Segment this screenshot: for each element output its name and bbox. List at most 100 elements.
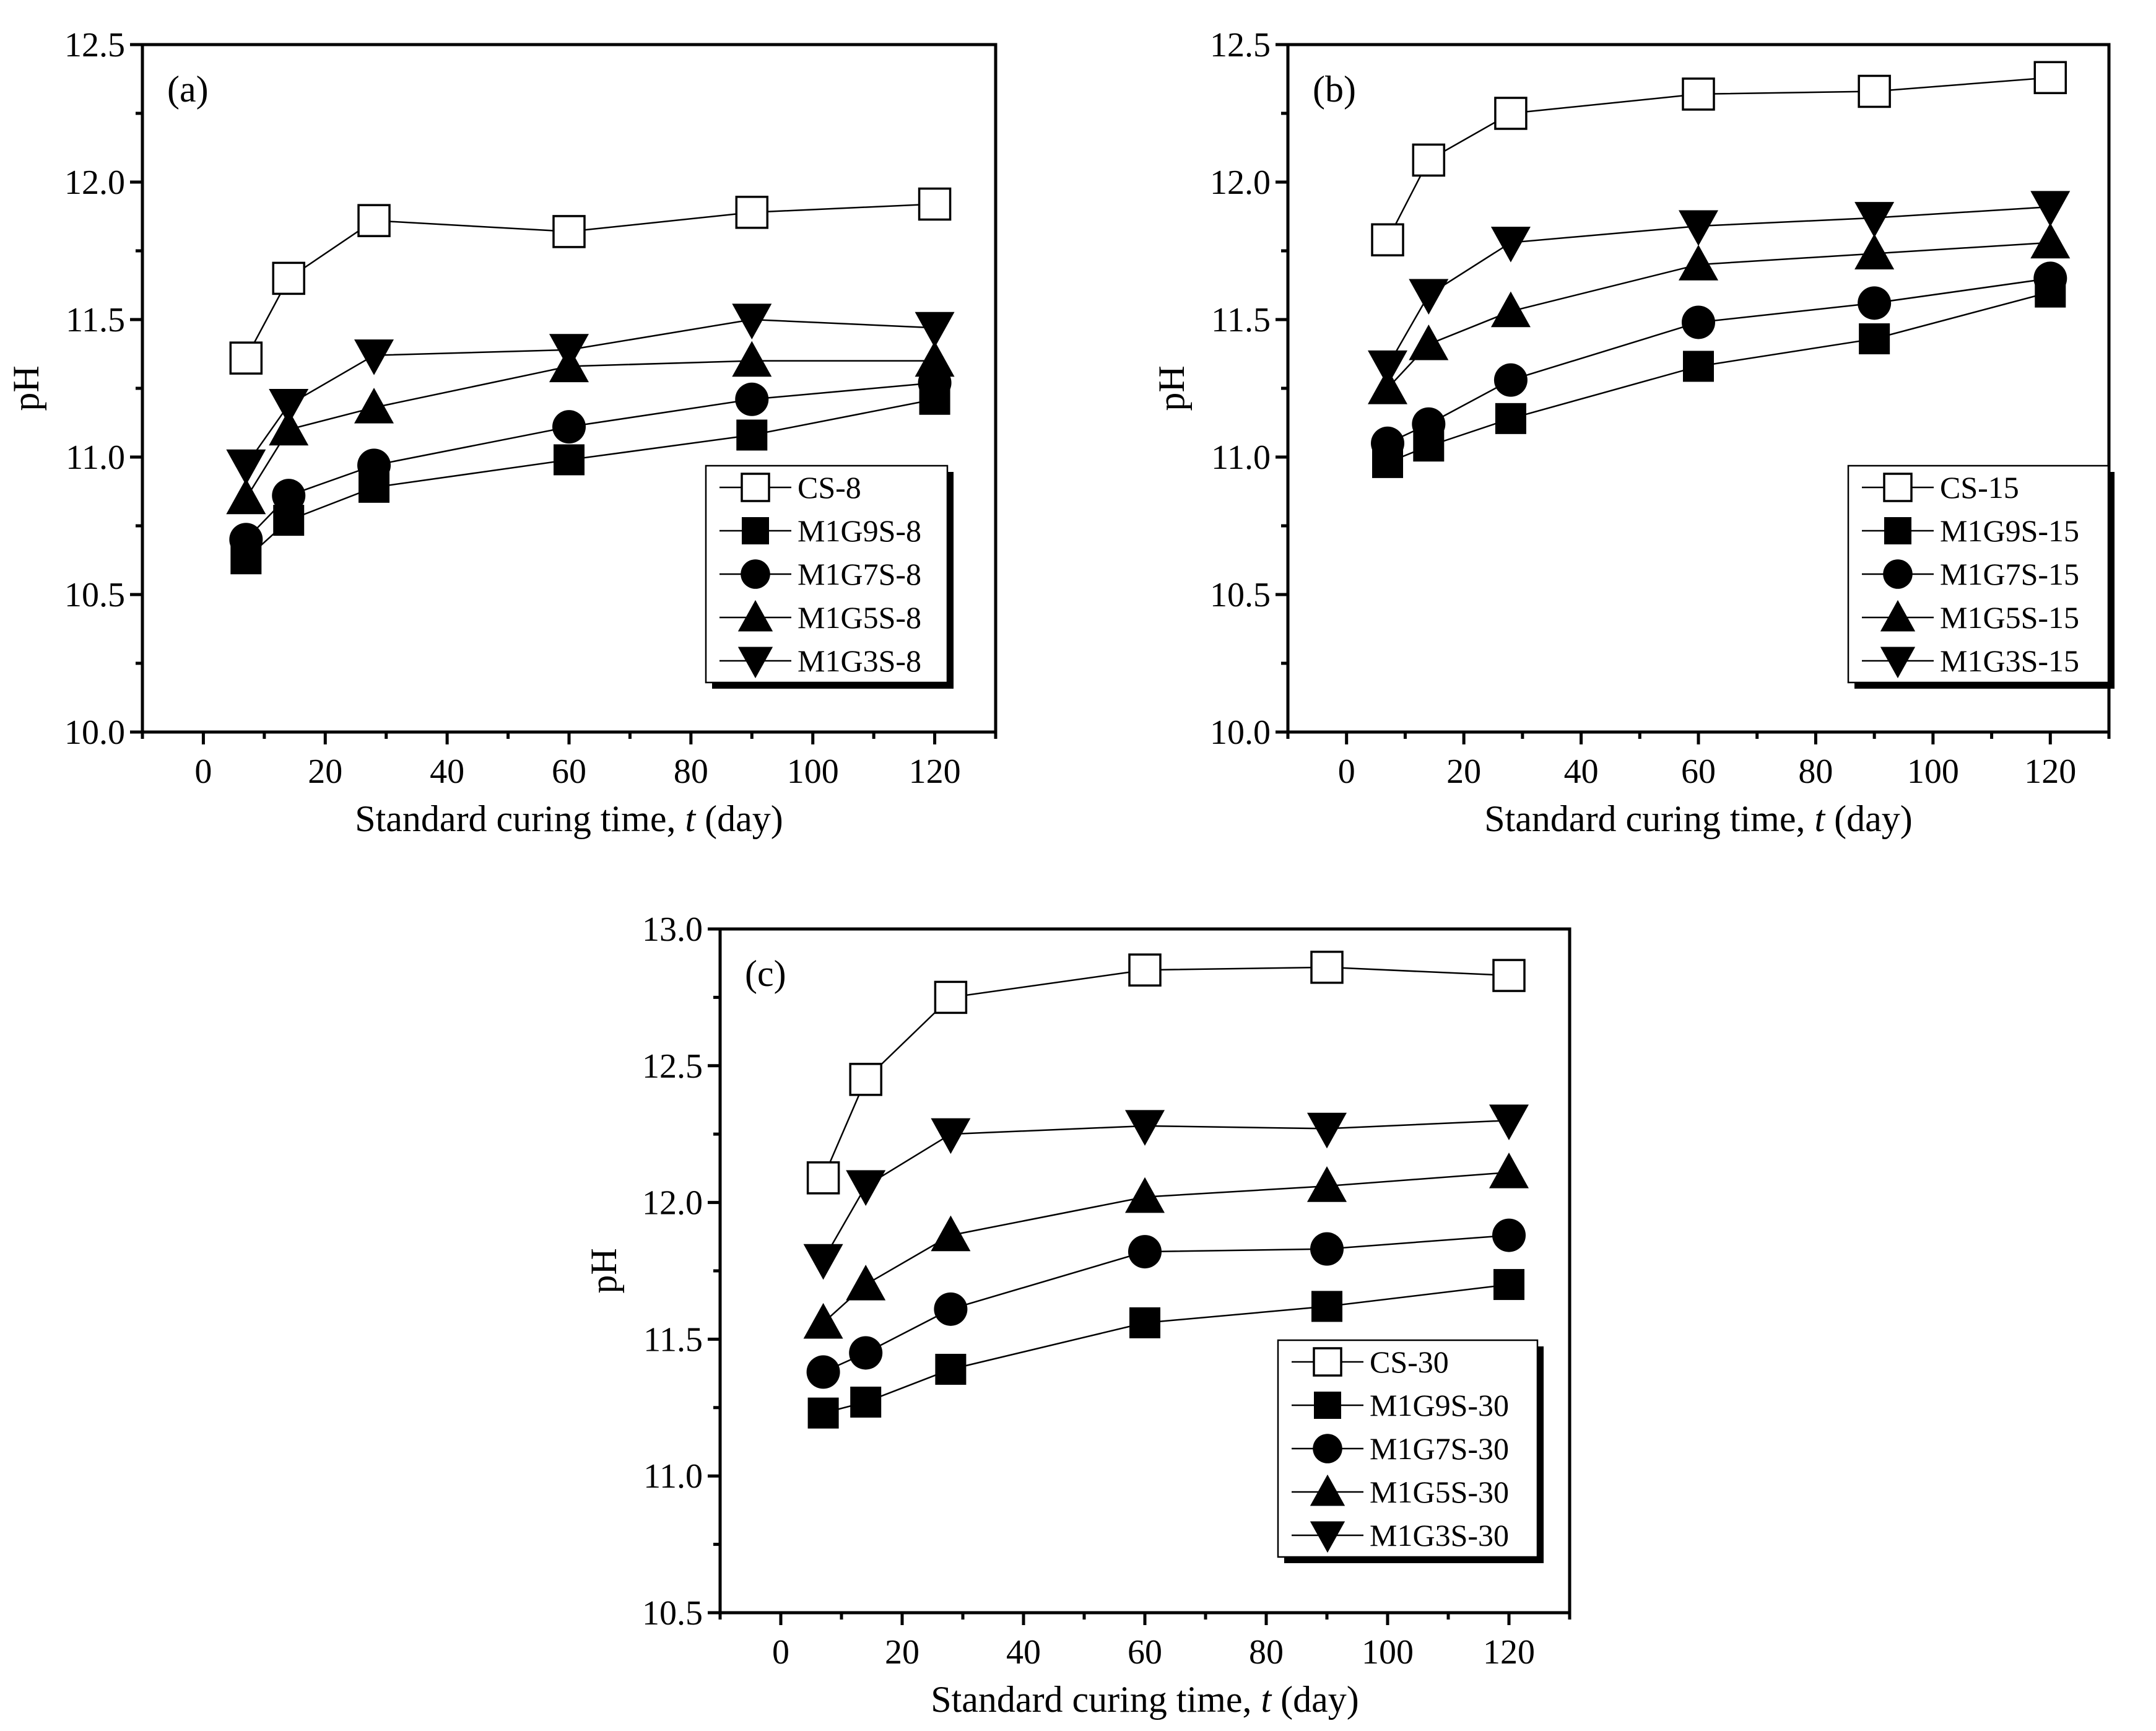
data-point-m1g7s-8 (552, 410, 586, 444)
data-point-cs-8 (357, 204, 391, 237)
data-point-cs-15 (1494, 97, 1528, 130)
data-point-m1g9s-8 (736, 419, 768, 451)
data-point-m1g7s-8 (272, 479, 306, 513)
data-point-cs-15 (1371, 223, 1404, 256)
series-m1g3s-15 (1368, 191, 2071, 386)
x-axis-title: Standard curing time, t (day) (355, 798, 783, 839)
data-point-m1g7s-15 (1493, 363, 1528, 397)
series-line-cs-15 (1386, 77, 2051, 240)
x-tick-label: 120 (1483, 1633, 1535, 1672)
x-axis-title: Standard curing time, t (day) (931, 1679, 1358, 1720)
data-point-m1g9s-30 (850, 1386, 882, 1418)
legend-label: CS-15 (1940, 470, 2019, 505)
y-tick-label: 11.5 (643, 1320, 703, 1359)
x-tick-label: 80 (674, 752, 708, 791)
data-point-m1g3s-30 (1125, 1110, 1165, 1146)
x-tick-label: 40 (1006, 1633, 1041, 1672)
legend-marker-m1g3s-30 (1310, 1521, 1345, 1553)
data-point-cs-15 (2033, 61, 2067, 95)
data-point-m1g9s-30 (1311, 1291, 1342, 1322)
data-point-m1g5s-15 (1490, 291, 1531, 328)
y-tick-label: 12.0 (642, 1184, 703, 1223)
data-point-m1g5s-8 (226, 478, 266, 515)
y-tick-label: 11.0 (643, 1457, 703, 1496)
data-point-m1g3s-30 (1489, 1104, 1529, 1141)
series-line-m1g3s-15 (1386, 206, 2051, 367)
data-point-m1g9s-8 (554, 444, 585, 476)
data-point-m1g5s-30 (1125, 1177, 1165, 1213)
data-point-m1g7s-30 (1492, 1218, 1526, 1252)
data-point-m1g3s-30 (846, 1170, 886, 1206)
x-tick-label: 20 (1446, 752, 1481, 791)
data-point-m1g9s-15 (1495, 403, 1526, 434)
x-axis-title-unit: (day) (1271, 1679, 1359, 1720)
series-m1g5s-30 (803, 1153, 1529, 1339)
data-point-cs-30 (1128, 953, 1162, 987)
legend-label: M1G9S-15 (1940, 513, 2079, 548)
x-axis-title-unit: (day) (695, 798, 783, 839)
data-point-m1g5s-30 (1489, 1153, 1529, 1188)
x-tick-label: 80 (1249, 1633, 1284, 1672)
x-tick-label: 60 (1128, 1633, 1162, 1672)
data-point-m1g3s-15 (1409, 279, 1449, 315)
series-m1g3s-8 (226, 303, 955, 486)
x-tick-label: 40 (430, 752, 464, 791)
panel-label: (b) (1313, 69, 1356, 110)
y-tick-label: 12.0 (1210, 164, 1271, 202)
series-m1g3s-30 (803, 1104, 1529, 1280)
series-line-m1g7s-15 (1387, 277, 2051, 444)
data-point-m1g5s-8 (269, 409, 309, 446)
legend-label: M1G5S-30 (1370, 1475, 1509, 1509)
data-point-m1g5s-8 (354, 388, 394, 424)
y-tick-label: 11.5 (1211, 301, 1271, 339)
legend-marker-m1g9s-15 (1884, 517, 1911, 544)
legend-label: M1G3S-8 (798, 643, 921, 678)
y-tick-label: 11.0 (66, 438, 125, 477)
x-tick-label: 80 (1798, 752, 1833, 791)
series-line-cs-30 (822, 966, 1510, 1179)
panel-label: (a) (167, 69, 209, 110)
data-point-m1g7s-30 (806, 1355, 840, 1389)
legend-marker-m1g5s-30 (1310, 1474, 1345, 1506)
data-point-m1g3s-30 (1307, 1112, 1347, 1149)
y-axis-title: pH (6, 365, 46, 411)
data-point-m1g5s-15 (2030, 222, 2071, 259)
y-tick-label: 10.0 (1210, 713, 1271, 752)
x-tick-label: 100 (1362, 1633, 1414, 1672)
data-point-m1g3s-15 (1490, 227, 1531, 263)
data-point-m1g9s-15 (1683, 351, 1714, 382)
x-axis-title-variable: t (1261, 1679, 1272, 1720)
series-line-cs-8 (245, 203, 935, 359)
y-tick-label: 10.5 (642, 1594, 703, 1633)
x-tick-label: 0 (194, 752, 212, 791)
legend-label: M1G5S-15 (1940, 600, 2079, 635)
x-tick-label: 0 (1338, 752, 1355, 791)
data-point-m1g9s-15 (1859, 323, 1890, 355)
data-point-m1g3s-15 (1368, 350, 1408, 386)
data-point-m1g7s-8 (229, 523, 263, 557)
x-tick-label: 0 (772, 1633, 789, 1672)
series-m1g5s-15 (1368, 222, 2071, 404)
data-point-m1g7s-30 (934, 1292, 968, 1326)
data-point-m1g5s-30 (846, 1265, 886, 1301)
x-tick-label: 120 (2024, 752, 2076, 791)
data-point-cs-8 (229, 341, 263, 375)
data-point-m1g5s-8 (732, 341, 772, 377)
series-cs-15 (1371, 61, 2067, 256)
series-line-m1g3s-30 (822, 1119, 1510, 1260)
legend-label: CS-8 (798, 470, 861, 505)
data-point-m1g7s-30 (849, 1336, 883, 1370)
data-point-cs-30 (806, 1161, 840, 1195)
data-point-m1g3s-8 (915, 312, 955, 348)
legend-marker-m1g7s-15 (1883, 559, 1913, 589)
legend-label: M1G7S-8 (798, 557, 921, 591)
x-axis-title: Standard curing time, t (day) (1484, 798, 1912, 839)
data-point-m1g7s-15 (2033, 261, 2067, 295)
series-cs-8 (229, 187, 952, 375)
data-point-m1g5s-15 (1368, 368, 1408, 404)
series-m1g5s-8 (226, 341, 955, 515)
legend-label: M1G3S-15 (1940, 643, 2079, 678)
panel-label: (c) (745, 953, 786, 994)
data-point-m1g3s-15 (1854, 202, 1895, 238)
